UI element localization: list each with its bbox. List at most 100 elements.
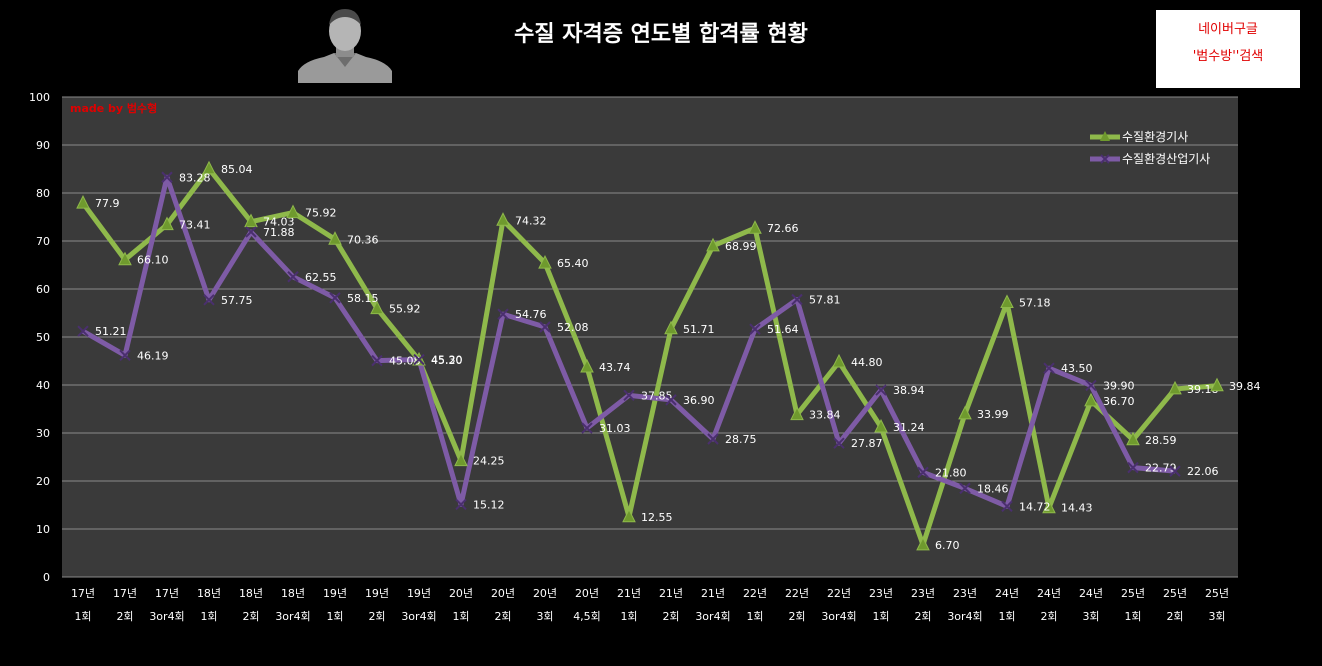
data-label: 83.28 — [179, 171, 211, 184]
x-tick-label: 18년 — [239, 587, 263, 600]
data-label: 75.92 — [305, 207, 337, 220]
x-tick-label: 3회 — [1082, 610, 1099, 623]
data-point — [917, 466, 929, 479]
x-tick-label: 1회 — [620, 610, 637, 623]
data-point — [202, 160, 216, 175]
x-tick-label: 2회 — [788, 610, 805, 623]
data-label: 38.94 — [893, 384, 925, 397]
y-tick-label: 100 — [29, 91, 50, 104]
x-tick-label: 17년 — [155, 587, 179, 600]
x-tick-label: 18년 — [197, 587, 221, 600]
x-tick-label: 3or4회 — [821, 610, 856, 623]
x-tick-label: 1회 — [200, 610, 217, 623]
data-label: 28.59 — [1145, 434, 1177, 447]
data-label: 45.30 — [431, 354, 463, 367]
data-label: 22.06 — [1187, 465, 1219, 478]
data-point — [1043, 362, 1055, 374]
data-point — [874, 418, 888, 433]
data-label: 68.99 — [725, 240, 757, 253]
data-point — [1001, 500, 1013, 513]
data-label: 57.18 — [1019, 297, 1051, 310]
data-label: 58.15 — [347, 292, 379, 305]
data-point — [287, 271, 299, 283]
y-tick-label: 60 — [36, 283, 50, 296]
data-label: 57.81 — [809, 294, 841, 307]
x-tick-label: 4,5회 — [573, 610, 601, 623]
data-point — [707, 433, 719, 445]
data-label: 70.36 — [347, 233, 379, 246]
x-tick-label: 3회 — [536, 610, 553, 623]
data-label: 57.75 — [221, 294, 253, 307]
x-tick-label: 20년 — [533, 587, 557, 600]
data-label: 73.41 — [179, 219, 211, 232]
x-tick-label: 21년 — [659, 587, 683, 600]
data-label: 21.80 — [935, 466, 967, 479]
x-tick-label: 3or4회 — [149, 610, 184, 623]
series-line-1 — [80, 166, 1218, 548]
data-label: 55.92 — [389, 303, 421, 316]
data-point — [706, 237, 720, 252]
x-tick-label: 21년 — [701, 587, 725, 600]
data-label: 12.55 — [641, 511, 673, 524]
x-tick-label: 23년 — [911, 587, 935, 600]
x-tick-label: 19년 — [407, 587, 431, 600]
data-point — [161, 171, 173, 183]
data-point — [623, 389, 635, 402]
data-point — [1168, 380, 1182, 395]
data-point — [1084, 392, 1098, 407]
data-label: 66.10 — [137, 254, 169, 267]
data-label: 39.90 — [1103, 379, 1135, 392]
data-point — [958, 405, 972, 420]
y-tick-label: 90 — [36, 139, 50, 152]
legend-label-2: 수질환경산업기사 — [1122, 152, 1210, 166]
data-label: 43.74 — [599, 361, 631, 374]
y-tick-label: 0 — [43, 571, 50, 584]
x-tick-label: 18년 — [281, 587, 305, 600]
data-point — [497, 308, 509, 320]
data-point — [1169, 465, 1181, 477]
data-label: 27.87 — [851, 437, 883, 450]
data-point — [328, 231, 342, 245]
data-label: 33.84 — [809, 409, 841, 422]
x-tick-label: 20년 — [449, 587, 473, 600]
data-point — [580, 358, 594, 373]
x-tick-label: 17년 — [113, 587, 137, 600]
data-point — [748, 220, 762, 234]
x-tick-label: 1회 — [326, 610, 343, 623]
y-tick-label: 20 — [36, 475, 50, 488]
x-tick-label: 3회 — [1208, 610, 1225, 623]
x-tick-label: 25년 — [1121, 587, 1145, 600]
data-label: 71.88 — [263, 226, 295, 239]
data-point — [370, 300, 384, 315]
person-avatar-icon — [298, 5, 392, 83]
data-label: 85.04 — [221, 163, 253, 176]
x-tick-label: 1회 — [746, 610, 763, 623]
data-point — [1127, 461, 1139, 474]
data-label: 54.76 — [515, 308, 547, 321]
data-point — [538, 254, 552, 269]
data-label: 52.08 — [557, 321, 589, 334]
data-point — [916, 536, 930, 551]
data-point — [496, 212, 510, 226]
data-label: 6.70 — [935, 539, 960, 552]
x-tick-label: 22년 — [785, 587, 809, 600]
x-tick-label: 2회 — [1166, 610, 1183, 623]
x-tick-label: 19년 — [365, 587, 389, 600]
data-point — [76, 194, 90, 209]
data-point — [244, 213, 258, 228]
x-tick-label: 1회 — [1124, 610, 1141, 623]
data-point — [1085, 379, 1097, 392]
data-label: 74.03 — [263, 216, 295, 229]
x-tick-label: 24년 — [1037, 587, 1061, 600]
data-label: 33.99 — [977, 408, 1009, 421]
data-label: 74.32 — [515, 214, 547, 227]
y-tick-label: 10 — [36, 523, 50, 536]
search-hint-box: 네이버구글 '범수방''검색 — [1156, 10, 1300, 88]
x-tick-label: 2회 — [1040, 610, 1057, 623]
x-tick-label: 21년 — [617, 587, 641, 600]
x-tick-label: 25년 — [1163, 587, 1187, 600]
data-point — [160, 216, 174, 231]
data-point — [539, 321, 551, 333]
data-point — [454, 452, 468, 467]
data-point — [832, 353, 846, 368]
